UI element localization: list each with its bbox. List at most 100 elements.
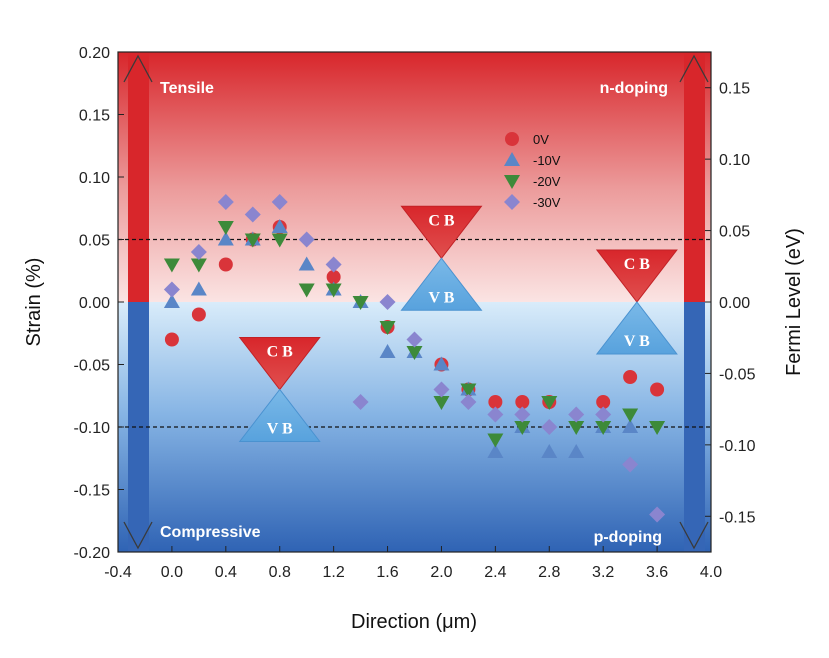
y2-tick-label: -0.10	[719, 438, 756, 455]
point--10V-14	[541, 444, 558, 458]
point--30V-17	[622, 456, 639, 473]
x-tick-label: 3.6	[646, 564, 668, 581]
point--20V-8	[379, 321, 396, 335]
point-0V-14	[650, 382, 665, 397]
point--10V-2	[217, 231, 234, 246]
point-0V-13	[623, 370, 638, 384]
point--20V-13	[514, 421, 531, 435]
x-tick-label: 0.4	[215, 564, 237, 581]
legend-marker--10V	[504, 152, 520, 166]
point--20V-17	[622, 408, 639, 423]
y2-tick-label: 0.00	[719, 295, 750, 312]
point--30V-14	[541, 419, 558, 435]
point-0V-2	[218, 257, 233, 272]
point-0V-5	[326, 270, 341, 284]
x-tick-label: 0.8	[269, 564, 291, 581]
data-points	[163, 194, 666, 523]
legend-label--30V: -30V	[533, 195, 561, 210]
label-p-doping: p-doping	[594, 529, 662, 546]
point--30V-16	[595, 406, 612, 423]
point--20V-10	[433, 396, 450, 410]
x-tick-label: -0.4	[104, 564, 132, 581]
label-compressive: Compressive	[160, 524, 261, 541]
point-0V-0	[164, 332, 179, 347]
y-tick-label: 0.20	[79, 45, 110, 62]
y-tick-label: 0.10	[79, 170, 110, 187]
cb-label: C B	[267, 344, 294, 361]
y-axis-title: Strain (%)	[23, 258, 45, 347]
point--30V-1	[190, 244, 207, 260]
vb-label: V B	[428, 289, 454, 306]
point-0V-9	[488, 395, 503, 409]
y-tick-label: -0.05	[74, 358, 111, 375]
legend-label--20V: -20V	[533, 174, 561, 189]
band-diagram-1: C B V B	[238, 337, 321, 442]
x-tick-label: 1.6	[376, 564, 398, 581]
band-diagrams: C B V B C B V B C B V B	[238, 205, 678, 442]
valence-band-cone	[400, 257, 483, 311]
point--30V-9	[406, 331, 423, 348]
y-tick-label: -0.20	[74, 545, 111, 562]
point--30V-3	[244, 206, 261, 223]
valence-band-cone	[238, 388, 321, 442]
x-tick-label: 0.0	[161, 564, 183, 581]
series--10V	[163, 219, 639, 458]
point--20V-2	[217, 221, 234, 235]
y-tick-label: 0.05	[79, 233, 110, 250]
legend: 0V -10V -20V -30V	[504, 132, 561, 210]
point--30V-18	[649, 506, 666, 523]
legend-marker--20V	[504, 175, 520, 189]
x-tick-label: 4.0	[700, 564, 722, 581]
valence-band-cone	[595, 301, 678, 355]
point--30V-10	[433, 381, 450, 398]
y2-tick-label: 0.15	[719, 81, 750, 98]
point--30V-6	[325, 256, 342, 273]
point--20V-4	[271, 233, 288, 248]
conduction-band-cone	[595, 249, 678, 303]
point--30V-11	[460, 394, 477, 410]
y2-tick-label: 0.10	[719, 152, 750, 169]
cb-label: C B	[428, 212, 455, 229]
point--20V-5	[298, 283, 315, 298]
point--10V-12	[487, 444, 504, 458]
cb-label: C B	[624, 256, 651, 273]
point--20V-11	[460, 383, 477, 398]
y2-tick-label: 0.05	[719, 224, 750, 241]
reference-lines	[118, 238, 711, 428]
point--30V-5	[298, 231, 315, 248]
point--20V-16	[595, 421, 612, 435]
point--30V-15	[568, 406, 585, 423]
point--20V-7	[352, 296, 369, 310]
point--20V-12	[487, 433, 504, 448]
point--20V-15	[568, 421, 585, 435]
point--10V-0	[163, 294, 180, 308]
point--10V-5	[298, 256, 315, 271]
point--20V-0	[163, 258, 180, 273]
point--20V-18	[649, 421, 666, 435]
label-tensile: Tensile	[160, 80, 214, 97]
point--10V-10	[433, 356, 450, 371]
point--20V-3	[244, 233, 261, 248]
point--10V-17	[622, 419, 639, 433]
x-tick-label: 2.4	[484, 564, 506, 581]
point-0V-10	[515, 395, 530, 409]
label-n-doping: n-doping	[600, 80, 668, 97]
point--30V-7	[352, 394, 369, 410]
x-tick-label: 2.8	[538, 564, 560, 581]
y2-tick-label: -0.05	[719, 366, 756, 383]
x-tick-label: 3.2	[592, 564, 614, 581]
y-tick-label: -0.10	[74, 420, 111, 437]
right-n-bar	[684, 52, 705, 302]
point--10V-4	[271, 219, 288, 233]
point--20V-6	[325, 283, 342, 298]
point--30V-2	[217, 194, 234, 210]
vb-label: V B	[267, 421, 293, 438]
band-diagram-2: C B V B	[400, 205, 483, 311]
conduction-band-cone	[400, 205, 483, 260]
legend-label--10V: -10V	[533, 153, 561, 168]
point-0V-12	[596, 395, 611, 409]
vb-label: V B	[624, 333, 650, 350]
legend-marker--30V	[504, 194, 520, 210]
left-strain-arrow	[123, 54, 153, 550]
left-compressive-bar	[128, 302, 149, 552]
